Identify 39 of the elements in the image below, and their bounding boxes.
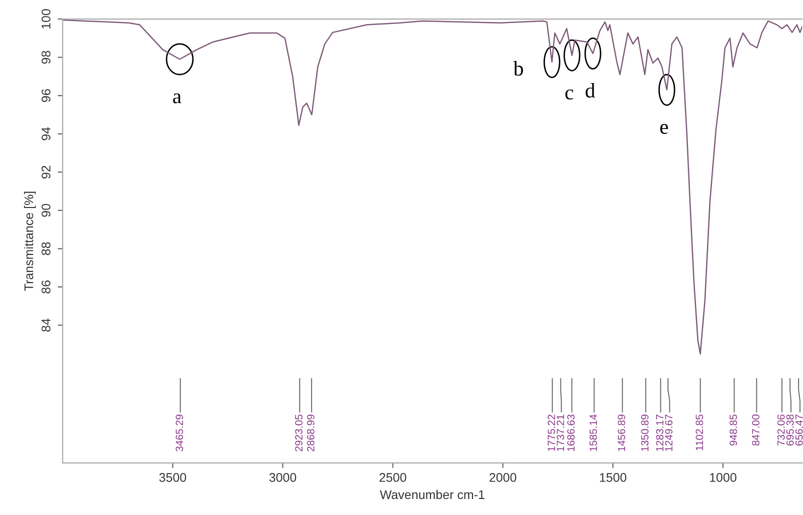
- y-tick-label: 92: [42, 166, 50, 178]
- ref-line-label: 847.00: [752, 414, 760, 446]
- y-axis-title: Transmittance [%]: [24, 192, 36, 291]
- y-tick-label: 84: [42, 318, 50, 332]
- y-tick-label: 88: [42, 242, 50, 256]
- ref-line-label: 1456.89: [618, 414, 626, 452]
- ref-line-label: 948.85: [730, 414, 738, 446]
- x-axis-title: Wavenumber cm-1: [380, 490, 484, 500]
- x-tick-label: 2000: [490, 473, 516, 482]
- annotation: c: [565, 89, 574, 100]
- y-tick-label: 90: [42, 204, 50, 217]
- x-tick-label: 2500: [380, 473, 406, 482]
- ref-line-label: 3465.29: [176, 414, 184, 452]
- ref-line-label: 1737.21: [556, 414, 564, 452]
- y-tick-label: 86: [42, 280, 50, 294]
- ref-line-label: 1686.63: [567, 414, 575, 452]
- annotation: a: [173, 93, 182, 104]
- ref-line-label: 1249.67: [665, 414, 672, 452]
- ref-line-label: 1585.14: [590, 414, 597, 452]
- x-tick-label: 1000: [710, 473, 736, 482]
- x-tick-label: 1500: [600, 473, 626, 482]
- ref-line-label: 2923.05: [295, 414, 302, 452]
- y-tick-label: 100: [42, 9, 50, 29]
- ref-line-label: 1283.17: [656, 414, 664, 452]
- annotation: e: [660, 124, 668, 134]
- ref-line-label: 1350.89: [641, 414, 649, 452]
- y-tick-label: 96: [42, 89, 50, 102]
- ref-line-label: 732.06: [777, 414, 785, 446]
- ref-line-label: 656.47: [795, 414, 803, 446]
- annotation: d: [586, 82, 596, 98]
- x-tick-label: 3000: [269, 473, 296, 482]
- ref-line-label: 695.38: [786, 414, 794, 446]
- annotation: b: [513, 60, 524, 76]
- x-tick-label: 3500: [159, 473, 186, 482]
- ref-line-label: 1102.85: [696, 414, 704, 450]
- y-tick-label: 94: [42, 127, 50, 140]
- ref-line-label: 2868.99: [307, 414, 314, 452]
- ref-line-label: 1775.22: [548, 414, 556, 452]
- y-tick-label: 98: [42, 50, 50, 64]
